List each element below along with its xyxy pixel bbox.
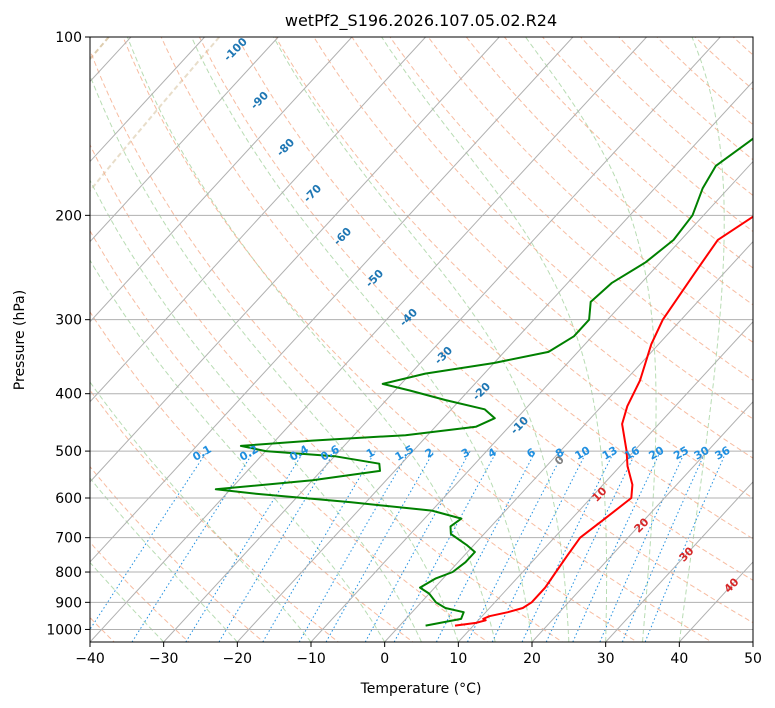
isotherm-line — [90, 37, 426, 403]
x-tick-label: 30 — [597, 651, 615, 667]
mixing-ratio-line — [364, 450, 471, 642]
dry-adiabat-line — [90, 48, 638, 642]
x-tick-label: 40 — [670, 651, 688, 667]
x-tick-label: 0 — [380, 651, 389, 667]
mixing-ratio-line — [131, 450, 255, 642]
mixing-ratio-line — [90, 450, 208, 631]
dry-adiabat-line — [198, 37, 753, 581]
mixing-ratio-line — [185, 450, 305, 642]
chart-title: wetPf2_S196.2026.107.05.02.R24 — [285, 11, 557, 31]
y-tick-label: 500 — [55, 444, 82, 460]
y-axis-label: Pressure (hPa) — [12, 290, 28, 390]
isotherm-line — [90, 37, 500, 483]
dry-adiabat-line — [313, 37, 753, 459]
isotherm-line — [384, 240, 753, 642]
isotherm-line — [457, 320, 753, 642]
moist-adiabat-line — [90, 259, 386, 642]
series-line — [454, 215, 753, 627]
x-tick-label: 20 — [523, 651, 541, 667]
mixing-ratio-line — [467, 450, 565, 642]
isotherm-line — [90, 37, 574, 563]
mixing-ratio-line — [621, 450, 707, 642]
y-tick-label: 1000 — [46, 622, 82, 638]
dry-adiabat-line — [236, 37, 753, 540]
x-tick-label: −30 — [149, 651, 179, 667]
isotherm-line — [752, 641, 753, 642]
moist-adiabat-line — [90, 477, 238, 642]
moist-adiabat-line — [191, 37, 533, 642]
series-line — [214, 137, 753, 627]
moist-adiabat-line — [90, 179, 422, 642]
x-axis: −40 −30 −20 −10 0 10 20 30 40 50 — [75, 642, 762, 667]
isotherm-line — [310, 160, 753, 642]
moist-adiabat-line — [678, 37, 725, 642]
y-axis: 1000 900 800 700 600 500 400 300 200 100 — [46, 30, 90, 638]
mixing-ratio-line — [325, 450, 435, 642]
mixing-ratio-line — [393, 450, 498, 642]
y-tick-label: 600 — [55, 491, 82, 507]
y-tick-label: 300 — [55, 313, 82, 329]
mixing-ratio-lines — [90, 450, 727, 642]
y-tick-label: 100 — [55, 30, 82, 46]
plot-frame — [89, 36, 754, 643]
isotherm-line — [531, 401, 753, 642]
x-tick-label: −10 — [296, 651, 326, 667]
isotherm-line — [0, 37, 57, 642]
x-tick-label: 50 — [744, 651, 762, 667]
isotherm-line — [90, 37, 353, 323]
isotherm-line — [90, 37, 205, 163]
x-tick-label: −20 — [223, 651, 253, 667]
isotherms — [0, 37, 753, 642]
moist-adiabat-line — [381, 37, 608, 642]
isotherm-line — [236, 80, 753, 642]
y-tick-label: 200 — [55, 208, 82, 224]
plot-content: 0.1 0.2 0.4 0.6 1 1.5 2 3 4 6 8 10 13 16 20 25 30 36-100-… — [0, 37, 753, 642]
moist-adiabat-line — [525, 37, 657, 642]
moist-adiabat-line — [126, 37, 496, 642]
moist-adiabat-line — [273, 37, 570, 642]
isotherm-line — [605, 481, 753, 642]
mixing-ratio-line — [599, 450, 686, 642]
x-tick-label: 10 — [449, 651, 467, 667]
x-tick-label: −40 — [75, 651, 105, 667]
moist-adiabat-line — [90, 561, 165, 642]
isotherm-line — [90, 37, 647, 642]
dry-adiabat-line — [427, 37, 753, 343]
y-tick-label: 800 — [55, 565, 82, 581]
isotherm-line — [90, 37, 279, 243]
moist-adiabat-line — [90, 74, 459, 642]
mixing-ratio-line — [491, 450, 588, 642]
y-tick-label: 400 — [55, 387, 82, 403]
plot-area — [90, 37, 753, 642]
mixing-ratio-line — [218, 450, 336, 642]
sounding-series — [214, 137, 753, 627]
dry-adiabat-line — [275, 37, 753, 499]
y-tick-label: 700 — [55, 531, 82, 547]
x-axis-label: Temperature (°C) — [360, 681, 482, 697]
pressure-gridlines — [90, 37, 753, 630]
y-tick-label: 900 — [55, 595, 82, 611]
isotherm-line — [163, 37, 721, 642]
